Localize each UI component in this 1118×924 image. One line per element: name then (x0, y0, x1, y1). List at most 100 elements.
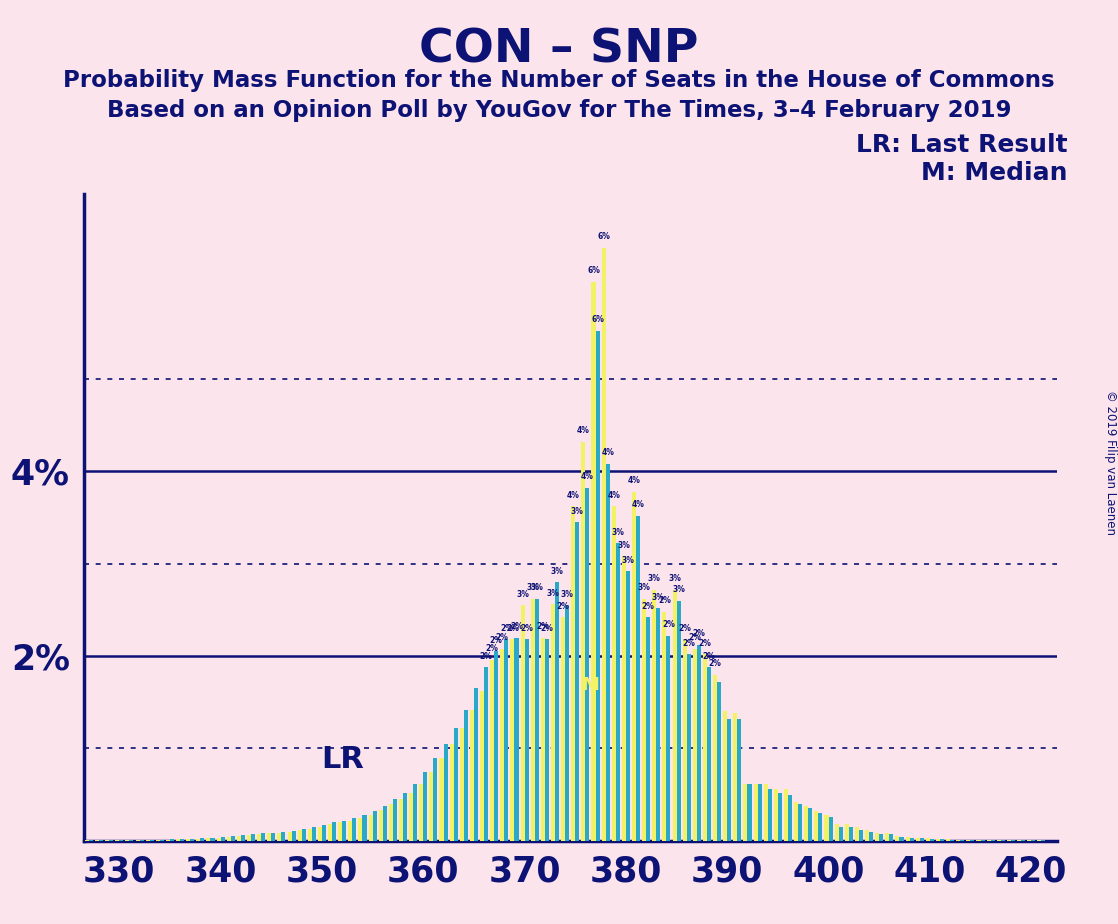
Bar (531, 599, 534, 841)
Bar (656, 608, 661, 841)
Bar (414, 784, 417, 841)
Bar (359, 818, 362, 841)
Bar (494, 651, 499, 841)
Bar (723, 711, 727, 841)
Bar (875, 833, 879, 841)
Bar (798, 804, 803, 841)
Text: 3%: 3% (530, 583, 543, 592)
Bar (257, 834, 262, 841)
Bar (328, 824, 332, 841)
Bar (541, 638, 544, 841)
Text: © 2019 Filip van Laenen: © 2019 Filip van Laenen (1103, 390, 1117, 534)
Bar (534, 599, 539, 841)
Bar (950, 840, 954, 841)
Bar (717, 682, 721, 841)
Bar (565, 605, 569, 841)
Bar (170, 839, 174, 841)
Bar (930, 839, 934, 841)
Bar (464, 710, 467, 841)
Bar (277, 833, 282, 841)
Bar (110, 840, 113, 841)
Bar (591, 282, 596, 841)
Bar (612, 506, 616, 841)
Bar (986, 840, 991, 841)
Bar (916, 838, 920, 841)
Bar (521, 605, 524, 841)
Bar (490, 660, 494, 841)
Bar (828, 817, 833, 841)
Bar (480, 691, 484, 841)
Text: 3%: 3% (669, 574, 681, 583)
Bar (940, 839, 944, 841)
Bar (369, 815, 372, 841)
Bar (956, 840, 960, 841)
Text: 4%: 4% (601, 448, 614, 457)
Bar (581, 442, 586, 841)
Bar (322, 825, 326, 841)
Bar (514, 638, 519, 841)
Bar (733, 713, 738, 841)
Bar (187, 839, 190, 841)
Bar (738, 719, 741, 841)
Bar (906, 837, 910, 841)
Text: 2%: 2% (540, 624, 553, 633)
Bar (622, 556, 626, 841)
Text: 4%: 4% (632, 500, 644, 509)
Bar (399, 799, 402, 841)
Bar (1021, 840, 1025, 841)
Text: 2%: 2% (485, 644, 499, 653)
Bar (662, 612, 666, 841)
Bar (382, 806, 387, 841)
Bar (544, 639, 549, 841)
Bar (240, 835, 245, 841)
Text: 3%: 3% (527, 583, 539, 592)
Text: 3%: 3% (547, 589, 559, 598)
Bar (267, 833, 272, 841)
Text: 2%: 2% (662, 620, 675, 629)
Bar (210, 838, 215, 841)
Bar (703, 654, 707, 841)
Bar (217, 838, 220, 841)
Bar (200, 838, 205, 841)
Text: 2%: 2% (500, 624, 513, 633)
Bar (666, 636, 671, 841)
Bar (697, 645, 701, 841)
Bar (130, 840, 133, 841)
Bar (95, 840, 100, 841)
Bar (155, 840, 160, 841)
Bar (227, 837, 230, 841)
Text: 2%: 2% (659, 596, 671, 605)
Text: 2%: 2% (537, 622, 549, 631)
Text: 6%: 6% (587, 266, 600, 275)
Bar (115, 840, 120, 841)
Bar (429, 772, 434, 841)
Bar (150, 840, 154, 841)
Bar (758, 784, 761, 841)
Text: 3%: 3% (622, 555, 634, 565)
Bar (454, 728, 457, 841)
Bar (849, 827, 853, 841)
Bar (1027, 840, 1031, 841)
Bar (855, 827, 859, 841)
Bar (642, 599, 646, 841)
Bar (966, 840, 970, 841)
Bar (444, 744, 447, 841)
Bar (683, 639, 686, 841)
Bar (764, 784, 768, 841)
Bar (89, 840, 93, 841)
Text: 2%: 2% (490, 636, 503, 645)
Text: CON – SNP: CON – SNP (419, 28, 699, 73)
Text: 3%: 3% (647, 574, 661, 583)
Bar (439, 758, 444, 841)
Bar (419, 784, 424, 841)
Text: 3%: 3% (612, 528, 624, 537)
Bar (970, 840, 975, 841)
Text: 4%: 4% (607, 491, 620, 500)
Bar (707, 667, 711, 841)
Bar (626, 571, 629, 841)
Bar (237, 836, 240, 841)
Bar (835, 824, 838, 841)
Bar (230, 836, 235, 841)
Text: 3%: 3% (637, 583, 651, 592)
Bar (140, 840, 143, 841)
